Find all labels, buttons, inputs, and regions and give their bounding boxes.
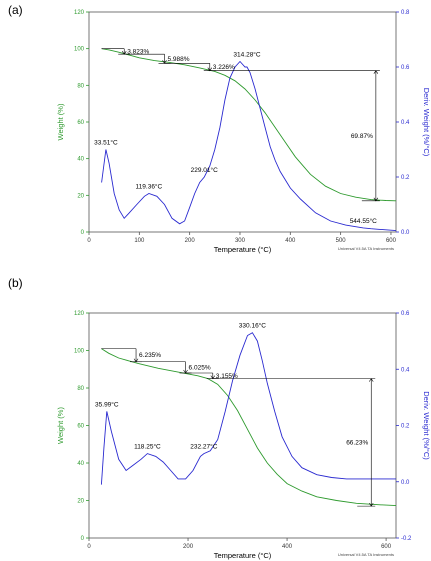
step-mass-loss-label: 6.025%	[189, 364, 211, 371]
y-left-tick-label: 0	[81, 536, 85, 542]
y-right-tick-label: -0.2	[401, 536, 412, 542]
total-arrow-top	[373, 70, 379, 74]
panel-label: (a)	[8, 3, 23, 17]
y-left-tick-label: 60	[77, 424, 84, 430]
y-left-tick-label: 40	[77, 157, 84, 163]
peak-label: 33.51°C	[94, 139, 118, 147]
y-right-tick-label: 0.0	[401, 480, 410, 486]
y-right-tick-label: 0.0	[401, 230, 410, 236]
x-tick-label: 300	[235, 238, 246, 244]
peak-label: 330.16°C	[239, 322, 266, 330]
y-left-axis-title: Weight (%)	[56, 103, 65, 140]
x-tick-label: 100	[134, 238, 145, 244]
y-right-tick-label: 0.6	[401, 65, 410, 71]
peak-label: 232.27°C	[190, 443, 217, 451]
y-left-tick-label: 120	[74, 311, 85, 317]
total-arrow-bottom	[368, 502, 374, 507]
step-mass-loss-label: 5.988%	[167, 56, 189, 63]
y-left-tick-label: 20	[77, 193, 84, 199]
y-right-axis-title: Deriv. Weight (%/°C)	[422, 88, 431, 157]
y-left-axis-title: Weight (%)	[56, 407, 65, 444]
y-left-tick-label: 100	[74, 349, 85, 355]
x-tick-label: 600	[386, 238, 397, 244]
y-left-tick-label: 40	[77, 461, 84, 467]
y-right-tick-label: 0.4	[401, 367, 410, 373]
chart-panel-a: (a) 0 100 200 300 400 500 600 0 20 40 60 80 100 120 0.0…	[8, 3, 431, 254]
weight-curve	[101, 348, 397, 507]
y-left-tick-label: 80	[77, 83, 84, 89]
step-arrow	[210, 375, 216, 380]
x-tick-label: 0	[87, 544, 91, 550]
total-arrow-bottom	[373, 197, 379, 202]
derivative-curve	[101, 60, 397, 232]
y-right-tick-label: 0.6	[401, 311, 410, 317]
y-right-tick-label: 0.2	[401, 424, 410, 430]
y-right-tick-label: 0.4	[401, 120, 410, 126]
step-mass-loss-label: 3.226%	[213, 64, 235, 71]
instrument-credit: Universal V4.5A TA Instruments	[338, 552, 394, 557]
total-arrow-top	[368, 378, 374, 382]
x-tick-label: 400	[285, 238, 296, 244]
derivative-curve	[100, 332, 396, 485]
y-left-tick-label: 0	[81, 230, 85, 236]
y-left-tick-label: 80	[77, 386, 84, 392]
y-right-tick-label: 0.2	[401, 175, 410, 181]
peak-label: 118.25°C	[134, 443, 161, 451]
plot-frame	[88, 11, 397, 233]
y-right-axis-title: Deriv. Weight (%/°C)	[422, 391, 431, 460]
step-mass-loss-label: 3.155%	[216, 373, 238, 380]
peak-label: 229.01°C	[191, 166, 218, 174]
total-mass-loss-label: 69.87%	[351, 133, 373, 140]
weight-curve	[101, 48, 397, 202]
total-mass-loss-label: 66.23%	[346, 439, 368, 446]
peak-label: 35.99°C	[95, 400, 119, 408]
panel-label: (b)	[8, 276, 23, 290]
chart-panel-b: (b) 0 200 400 600 0 20 40 60 80 100 120 -0.2 0.0 0.2 0.…	[8, 276, 431, 560]
x-tick-label: 200	[183, 544, 194, 550]
y-left-tick-label: 20	[77, 499, 84, 505]
y-right-tick-label: 0.8	[401, 10, 410, 16]
peak-label: 314.28°C	[233, 51, 260, 59]
step-arrow	[183, 369, 188, 374]
x-axis-title: Temperature (°C)	[214, 551, 272, 560]
x-tick-label: 600	[381, 544, 392, 550]
y-left-tick-label: 60	[77, 120, 84, 126]
y-left-tick-label: 100	[74, 47, 85, 53]
step-mass-loss-label: 6.235%	[139, 352, 161, 359]
peak-label: 119.36°C	[136, 183, 163, 191]
x-axis-title: Temperature (°C)	[214, 245, 272, 254]
y-left-tick-label: 120	[74, 10, 85, 16]
x-tick-label: 200	[185, 238, 196, 244]
plot-frame	[88, 312, 397, 539]
step-mass-loss-label: 3.823%	[127, 48, 149, 55]
x-tick-label: 500	[336, 238, 347, 244]
x-tick-label: 400	[282, 544, 293, 550]
step-arrow	[133, 358, 139, 363]
x-tick-label: 0	[87, 238, 91, 244]
peak-label: 544.55°C	[350, 217, 377, 225]
instrument-credit: Universal V4.5A TA Instruments	[338, 246, 394, 251]
